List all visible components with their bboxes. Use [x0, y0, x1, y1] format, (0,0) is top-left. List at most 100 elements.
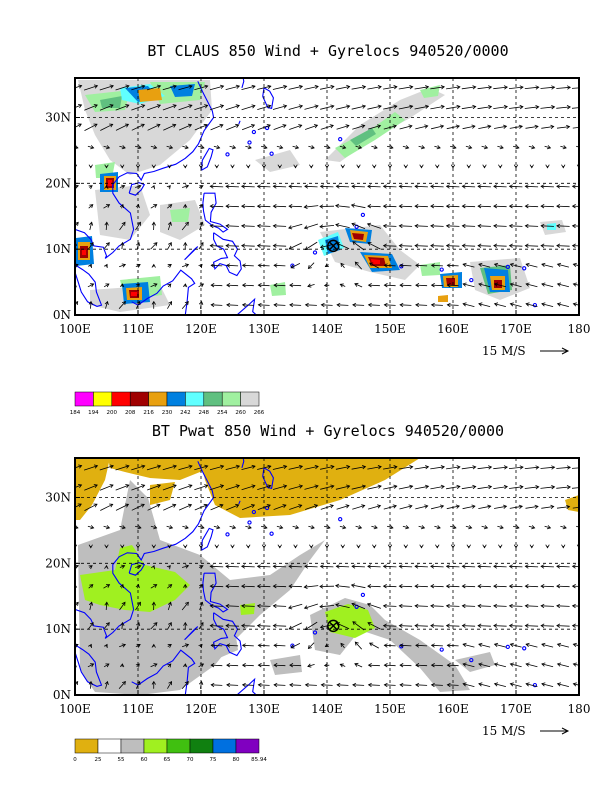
colorbar-label: 184 — [70, 410, 81, 416]
wind-arrow — [210, 283, 223, 288]
wind-arrow — [115, 104, 130, 111]
wind-arrow — [556, 564, 570, 569]
wind-arrow — [556, 204, 570, 209]
wind-arrow — [163, 503, 177, 511]
wind-arrow — [257, 124, 271, 131]
colorbar-claus: 184 194 200 208 216 230 242 248 254 260 266 — [70, 391, 265, 416]
wind-arrow — [351, 465, 367, 470]
wind-arrow — [163, 123, 177, 131]
wind-arrow — [225, 104, 240, 111]
wind-arrow — [356, 544, 361, 549]
map-panel-pwat — [75, 458, 579, 695]
wind-arrow — [257, 484, 272, 490]
wind-arrow — [181, 221, 189, 231]
wind-arrow — [288, 204, 302, 209]
wind-arrow — [75, 203, 78, 209]
wind-arrow — [210, 643, 223, 648]
wind-vectors — [75, 464, 579, 689]
colorbar-label: 248 — [199, 410, 210, 416]
wind-arrow — [103, 204, 111, 209]
wind-arrow — [367, 465, 382, 470]
coast-segment — [236, 677, 257, 695]
wind-arrow — [104, 300, 109, 309]
wind-arrow — [382, 204, 397, 209]
coast-segment — [201, 147, 214, 171]
wind-arrow — [399, 643, 412, 648]
wind-arrow — [477, 564, 491, 569]
wind-arrow — [99, 464, 114, 471]
wind-arrow — [398, 184, 413, 189]
coast-segment — [202, 572, 229, 613]
wind-arrow — [525, 262, 538, 268]
wind-arrow — [323, 525, 331, 530]
wind-arrow — [100, 123, 114, 131]
wind-arrow — [256, 223, 271, 229]
wind-arrow — [430, 302, 443, 308]
wind-arrow — [430, 623, 444, 628]
wind-arrow — [367, 622, 381, 630]
wind-arrow — [367, 204, 381, 209]
wind-arrow — [151, 544, 156, 549]
panel1-title: BT CLAUS 850 Wind + Gyrelocs 940520/0000 — [147, 42, 508, 60]
wind-arrow — [339, 283, 346, 288]
wind-arrow — [272, 104, 288, 110]
wind-arrow — [446, 283, 459, 288]
gyreloc-marker — [327, 239, 340, 253]
wind-arrow — [382, 223, 397, 229]
island — [522, 646, 527, 651]
y-tick-label: 20N — [45, 556, 71, 570]
wind-arrow — [226, 682, 239, 688]
wind-arrow — [178, 123, 193, 131]
wind-arrow — [131, 123, 145, 131]
wind-arrow — [509, 504, 523, 509]
coast-segment — [184, 626, 199, 641]
wind-arrow — [367, 504, 382, 510]
wind-arrow — [257, 464, 272, 470]
wind-arrow — [462, 124, 476, 130]
wind-arrow — [167, 283, 172, 288]
wind-arrow — [477, 584, 491, 589]
wind-arrow — [151, 300, 156, 309]
wind-arrow — [462, 262, 475, 268]
colorbar-label: 70 — [187, 757, 194, 763]
wind-arrow — [198, 185, 204, 189]
island — [522, 266, 527, 271]
coast-segment — [128, 182, 146, 196]
wind-arrow — [571, 584, 579, 589]
colorbar-swatch — [189, 738, 214, 754]
wind-arrow — [147, 104, 162, 111]
wind-arrow — [540, 564, 554, 569]
wind-arrow — [446, 104, 461, 110]
wind-arrow — [257, 283, 270, 288]
wind-arrow — [288, 242, 302, 250]
wind-arrow — [75, 464, 83, 469]
wind-arrow — [309, 164, 314, 169]
x-tick-label: 130E — [248, 322, 280, 336]
wind-arrow — [414, 603, 428, 609]
wind-arrow — [118, 681, 126, 689]
wind-arrow — [477, 85, 493, 90]
wind-arrow — [383, 85, 398, 90]
wind-arrow — [119, 583, 124, 589]
wind-arrow — [199, 601, 204, 611]
coast-segment — [131, 269, 196, 315]
wind-arrow — [194, 84, 209, 91]
wind-arrow — [320, 682, 333, 688]
wind-arrow — [477, 465, 493, 470]
wind-arrow — [477, 204, 491, 209]
wind-arrow — [540, 85, 556, 90]
wind-arrow — [450, 164, 456, 169]
wind-arrow — [151, 601, 156, 611]
wind-arrow — [339, 525, 347, 530]
colorbar-label: 85.94 — [251, 757, 267, 763]
colorbar-label: 266 — [254, 410, 265, 416]
island — [338, 137, 343, 142]
wind-arrow — [541, 124, 555, 130]
wind-arrow — [151, 680, 156, 689]
wind-arrow — [383, 643, 396, 648]
wind-arrow — [198, 663, 205, 668]
coast-segment — [202, 192, 229, 233]
wind-arrow — [134, 145, 142, 150]
wind-arrow — [303, 584, 319, 589]
wind-arrow — [446, 465, 461, 470]
